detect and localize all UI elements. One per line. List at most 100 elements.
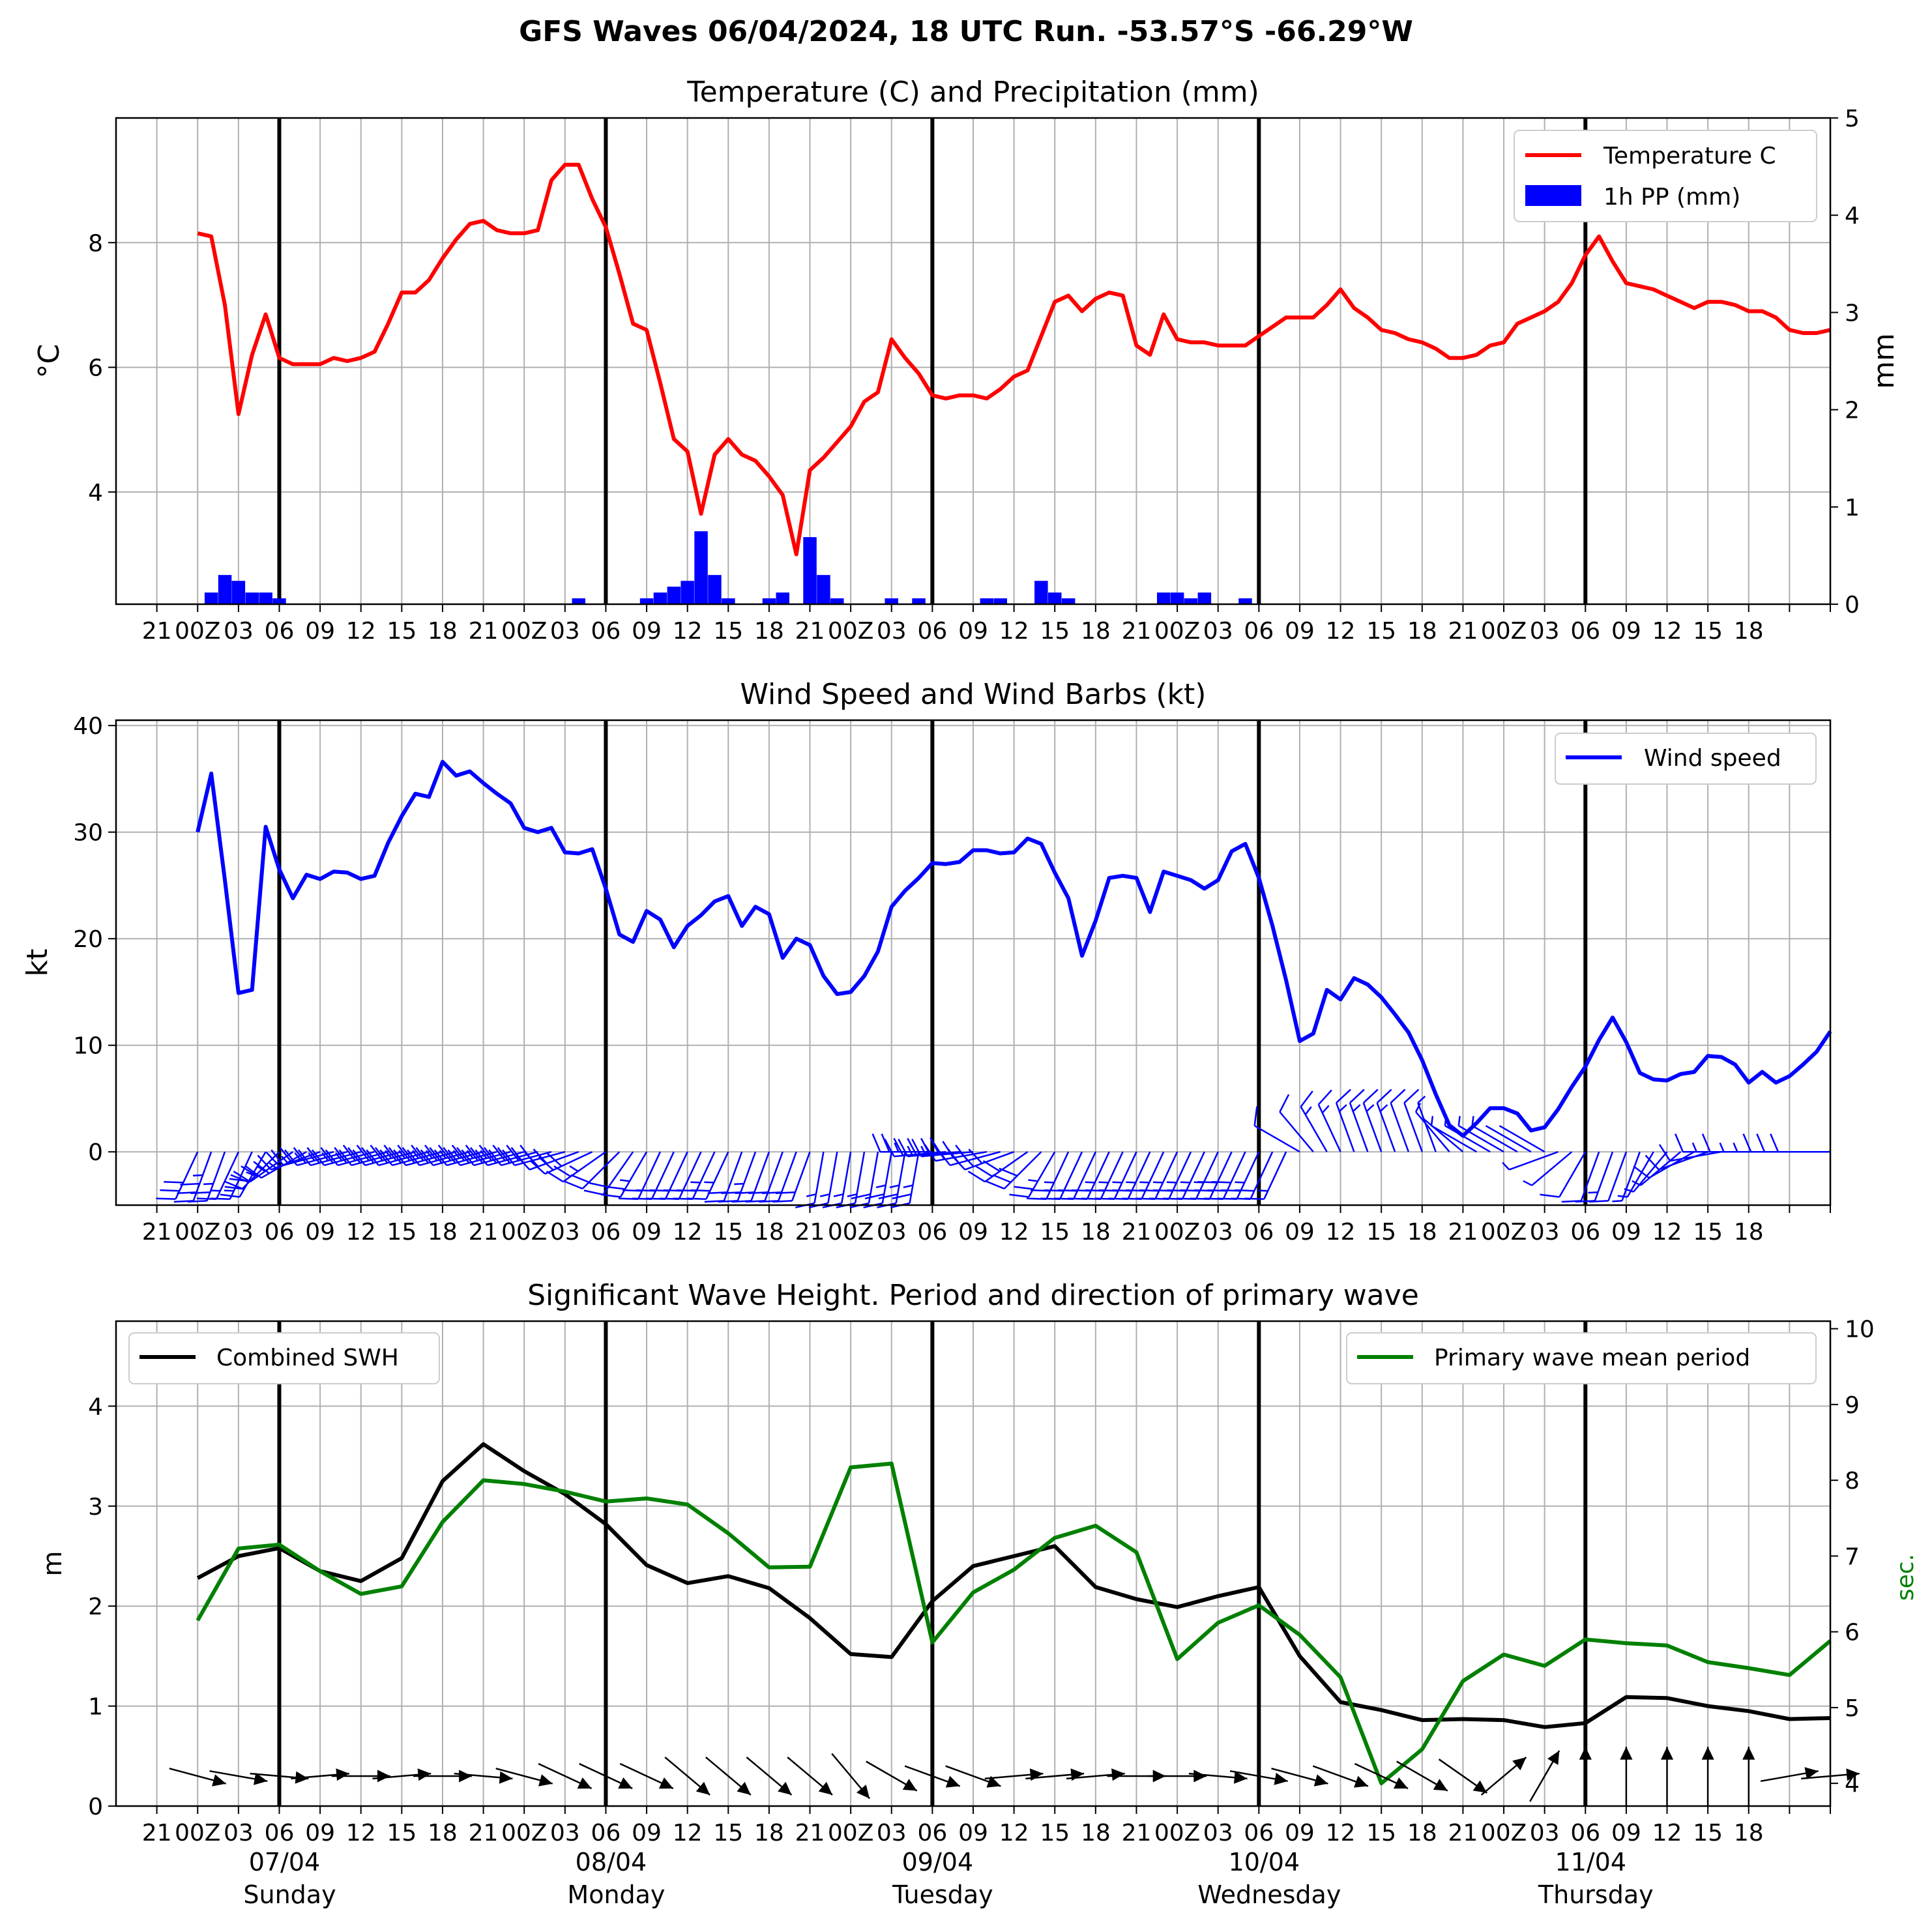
wind-barb-half-feather [1352, 1104, 1361, 1113]
wave-direction-arrow [495, 1768, 553, 1787]
x-tick-label: 15 [1693, 618, 1723, 645]
wind-barb-half-feather [907, 1145, 913, 1156]
wind-barb [967, 1151, 1029, 1183]
wind-barb-feather [506, 1145, 520, 1161]
wind-barb-feather [907, 1137, 918, 1156]
wave-direction-arrow [1760, 1767, 1819, 1783]
wind-barb-feather [538, 1156, 554, 1171]
wave-direction-arrow [1742, 1747, 1755, 1805]
x-tick-label: 21 [1122, 1820, 1152, 1846]
wind-barb [863, 1151, 893, 1208]
wave-direction-arrow [454, 1771, 513, 1784]
wind-barb-feather [443, 1146, 456, 1164]
wind-barb-feather [407, 1149, 420, 1166]
wind-barb-staff [1154, 1151, 1178, 1200]
wind-barb-feather [361, 1146, 375, 1164]
wave-arrow-head [737, 1781, 751, 1795]
x-tick-label: 18 [1407, 1219, 1437, 1246]
wind-barb-feather [342, 1145, 357, 1161]
y-tick-label: 8 [88, 230, 103, 257]
wind-barb [1457, 1116, 1504, 1153]
x-tick-label: 12 [1652, 618, 1682, 645]
x-tick-label: 12 [346, 618, 376, 645]
wind-barb-staff [1059, 1151, 1083, 1200]
wind-barb-feather [325, 1149, 339, 1166]
wind-barb [1217, 1151, 1260, 1200]
wind-barb-half-feather [1733, 1142, 1738, 1152]
x-tick-label: 06 [917, 618, 947, 645]
wind-barb-half-feather [1719, 1142, 1725, 1152]
precip-bar [272, 598, 286, 604]
wind-barb-feather [851, 1193, 871, 1200]
wind-barb-feather [529, 1160, 546, 1175]
wind-barb-feather [1658, 1144, 1671, 1161]
x-tick-label: 00Z [175, 618, 220, 645]
wind-barb-feather [1279, 1094, 1290, 1113]
wind-barb-feather [1349, 1088, 1365, 1104]
wave-arrow-head [945, 1775, 960, 1788]
wind-barb-half-feather [819, 1193, 830, 1197]
wind-barb-feather [606, 1186, 626, 1190]
wind-barb [890, 1151, 920, 1208]
wind-barb-half-feather [1028, 1179, 1038, 1182]
wind-barb [673, 1151, 716, 1200]
wave-arrow-head [254, 1772, 268, 1785]
wave-direction-arrow [209, 1770, 268, 1785]
wind-barb-staff [692, 1151, 716, 1200]
wave-direction-arrow [413, 1770, 472, 1783]
wind-barb [686, 1151, 729, 1200]
wind-barb-staff [1531, 1151, 1573, 1186]
wind-barb [1485, 1125, 1532, 1153]
y-tick-label: 1 [88, 1694, 103, 1721]
wind-barb-feather [1645, 1154, 1660, 1171]
wind-barb-half-feather [480, 1150, 488, 1159]
wind-barb-half-feather [690, 1181, 701, 1184]
y-tick-label: 2 [88, 1594, 103, 1620]
wave-direction-arrow [1480, 1757, 1527, 1796]
x-tick-label: 09 [1285, 1219, 1315, 1246]
wind-barb-feather [429, 1146, 443, 1164]
day-weekday-label: Thursday [1538, 1880, 1654, 1909]
x-tick-label: 15 [1040, 1219, 1070, 1246]
y-right-axis-label: sec. [1892, 1554, 1919, 1601]
wind-barb [1349, 1088, 1369, 1152]
wave-direction-arrow [1148, 1770, 1207, 1783]
wind-barb-feather [546, 1152, 563, 1167]
y-right-tick-label: 8 [1845, 1468, 1860, 1495]
wave-arrow-head [1701, 1747, 1714, 1760]
wind-barb-staff [1499, 1125, 1545, 1153]
legend-box [128, 1332, 440, 1384]
wind-barb-staff [1580, 1151, 1600, 1201]
wind-barb-half-feather [1588, 1191, 1598, 1194]
x-tick-label: 12 [1652, 1820, 1682, 1846]
x-tick-label: 09 [1611, 618, 1641, 645]
wave-direction-arrow [1396, 1760, 1448, 1792]
wind-barb-feather [180, 1182, 200, 1186]
x-tick-label: 06 [265, 1820, 295, 1846]
wind-barb [808, 1151, 838, 1208]
wind-barb [849, 1151, 879, 1208]
x-tick-label: 15 [387, 1219, 417, 1246]
x-tick-label: 18 [428, 618, 458, 645]
wave-direction-arrow [1701, 1747, 1714, 1805]
wind-barb-half-feather [281, 1156, 289, 1164]
wind-barb [1149, 1151, 1192, 1200]
y-right-tick-label: 9 [1845, 1392, 1860, 1419]
x-tick-label: 12 [346, 1820, 376, 1846]
x-tick-label: 03 [1530, 618, 1560, 645]
x-tick-label: 00Z [1154, 618, 1200, 645]
wind-barb-staff [1349, 1102, 1369, 1152]
wind-barb-staff [1431, 1125, 1477, 1153]
x-tick-label: 09 [305, 1219, 335, 1246]
wind-barb-feather [245, 1165, 262, 1179]
x-tick-label: 06 [1570, 1820, 1600, 1846]
x-tick-label: 06 [917, 1820, 947, 1846]
wind-barb-staff [1376, 1102, 1396, 1152]
wind-barb-staff [1362, 1102, 1383, 1152]
wind-barb-half-feather [452, 1150, 460, 1159]
wind-barb-feather [411, 1145, 424, 1161]
x-tick-label: 21 [1122, 618, 1152, 645]
